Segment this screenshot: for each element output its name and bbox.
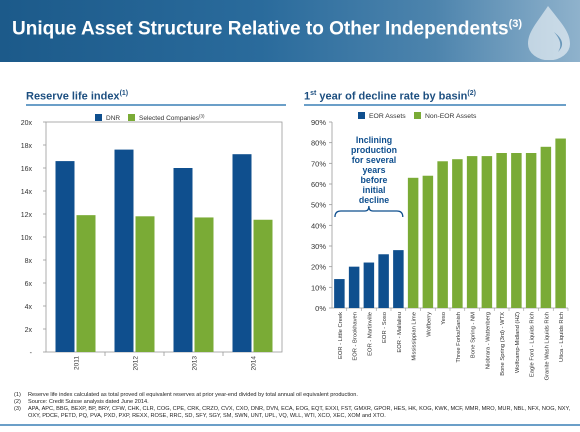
legend-label-selected-companies: Selected Companies(3) xyxy=(139,114,205,123)
bottom-rule xyxy=(0,424,580,426)
x-tick-label: EOR - Martinville xyxy=(367,312,373,356)
y-tick-label: 4x xyxy=(25,304,33,311)
y-tick-label: 50% xyxy=(311,201,326,210)
footnote-2: (2) Source: Credit Suisse analysis dated … xyxy=(14,399,149,406)
x-tick-label: Wolfcamp-Midland (HZ) xyxy=(515,312,521,373)
x-tick-label: Granite Wash Liquids Rich xyxy=(544,312,550,380)
reserve-life-title: Reserve life index(1) xyxy=(26,90,129,103)
left-title-rule xyxy=(26,104,286,106)
y-tick-label: 60% xyxy=(311,180,326,189)
decline-rate-title: 1st year of decline rate by basin(2) xyxy=(304,90,476,103)
bar-non-eor-asset xyxy=(496,153,507,308)
y-tick-label: 70% xyxy=(311,159,326,168)
bar-non-eor-asset xyxy=(452,159,463,308)
y-tick-label: 80% xyxy=(311,139,326,148)
annotation-line: years xyxy=(363,165,386,175)
bar-non-eor-asset xyxy=(481,156,493,308)
x-tick-label: Eagle Ford - Liquids Rich xyxy=(530,312,536,377)
legend-swatch-non-eor xyxy=(414,112,421,119)
annotation-line: decline xyxy=(359,195,389,205)
legend-label-eor: EOR Assets xyxy=(369,113,406,120)
right-title-rule xyxy=(304,104,566,106)
bar-dnr xyxy=(55,161,75,352)
y-tick-label: 14x xyxy=(21,189,33,196)
company-logo-icon xyxy=(528,6,570,60)
bar-eor-asset xyxy=(348,266,360,308)
x-tick-label: 2011 xyxy=(74,356,81,370)
y-tick-label: 12x xyxy=(21,212,33,219)
legend-label-dnr: DNR xyxy=(106,115,120,122)
annotation-line: before xyxy=(361,175,388,185)
y-tick-label: - xyxy=(30,350,33,357)
bar-non-eor-asset xyxy=(437,161,448,308)
decline-rate-chart: 0% 10% 20% 30% 40% 50% 60% 70% 80% 90% EOR - Littl… xyxy=(311,112,569,380)
x-tick-label: Mississippian Lime xyxy=(412,312,418,361)
bar-non-eor-asset xyxy=(525,153,537,308)
bar-selected-companies xyxy=(76,215,96,352)
x-tick-label: EOR - Little Creek xyxy=(338,312,344,359)
y-tick-label: 10% xyxy=(311,283,326,292)
x-tick-label: Wolfberry xyxy=(426,312,432,337)
x-tick-label: Bone Spring (3rd) - WTX xyxy=(500,312,506,376)
y-tick-label: 90% xyxy=(311,118,326,127)
x-tick-label: Bone Spring - NM xyxy=(471,312,477,358)
legend-swatch-eor xyxy=(358,112,365,119)
bar-eor-asset xyxy=(334,279,345,308)
bar-dnr xyxy=(114,149,134,352)
bar-dnr xyxy=(173,168,193,352)
bar-eor-asset xyxy=(393,250,404,308)
bar-non-eor-asset xyxy=(511,153,522,308)
reserve-life-chart: - 2x 4x 6x 8x 10x 12x 14x 16x 18x 20x 2011 2012 2013 2… xyxy=(21,114,283,371)
y-tick-label: 8x xyxy=(25,258,33,265)
x-tick-label: Yeso xyxy=(441,312,447,325)
bar-non-eor-asset xyxy=(407,177,419,308)
x-tick-label: Three Forks/Sanish xyxy=(456,312,462,363)
y-tick-label: 30% xyxy=(311,242,326,251)
footnotes: (1) Reserve life index calculated as tota… xyxy=(14,392,574,420)
bar-selected-companies xyxy=(253,219,273,352)
x-tick-label: Niobrara - Wattenberg xyxy=(485,312,491,369)
bar-non-eor-asset xyxy=(555,138,566,308)
x-tick-label: 2014 xyxy=(251,356,258,371)
x-tick-label: EOR - Brookhaven xyxy=(353,312,359,361)
legend-swatch-selected-companies xyxy=(128,114,135,121)
legend-label-non-eor: Non-EOR Assets xyxy=(425,113,477,120)
y-tick-label: 6x xyxy=(25,281,33,288)
annotation-line: initial xyxy=(363,185,386,195)
x-tick-label: 2012 xyxy=(133,356,140,371)
bar-non-eor-asset xyxy=(540,146,552,308)
x-tick-label: EOR - Soso xyxy=(382,312,388,343)
annotation-line: production xyxy=(351,145,397,155)
y-tick-label: 16x xyxy=(21,166,33,173)
bar-dnr xyxy=(232,154,252,352)
footnote-3: (3) APA, APC, BBG, BEXP, BP, BRY, CFW, CH… xyxy=(14,406,571,420)
x-tick-label: Utica - Liquids Rich xyxy=(559,312,565,362)
y-tick-label: 0% xyxy=(315,304,326,313)
page-title: Unique Asset Structure Relative to Other… xyxy=(12,18,523,40)
bar-selected-companies xyxy=(135,216,155,352)
footnote-1: (1) Reserve life index calculated as tota… xyxy=(14,392,358,398)
x-tick-label: EOR - Mallalieu xyxy=(397,312,403,353)
y-tick-label: 40% xyxy=(311,221,326,230)
x-tick-label: 2013 xyxy=(192,356,199,371)
bar-eor-asset xyxy=(378,254,389,308)
y-tick-label: 10x xyxy=(21,235,33,242)
header-bar: Unique Asset Structure Relative to Other… xyxy=(0,0,580,62)
bar-eor-asset xyxy=(363,262,375,308)
y-tick-label: 20x xyxy=(21,120,33,127)
y-tick-label: 18x xyxy=(21,143,33,150)
annotation-line: Inclining xyxy=(356,135,392,145)
legend-swatch-dnr xyxy=(95,114,102,121)
annotation-bracket xyxy=(334,205,404,218)
annotation-line: for several xyxy=(352,155,397,165)
y-tick-label: 20% xyxy=(311,263,326,272)
bar-selected-companies xyxy=(194,217,214,352)
bar-non-eor-asset xyxy=(422,175,434,308)
y-tick-label: 2x xyxy=(25,327,33,334)
bar-non-eor-asset xyxy=(466,156,478,308)
